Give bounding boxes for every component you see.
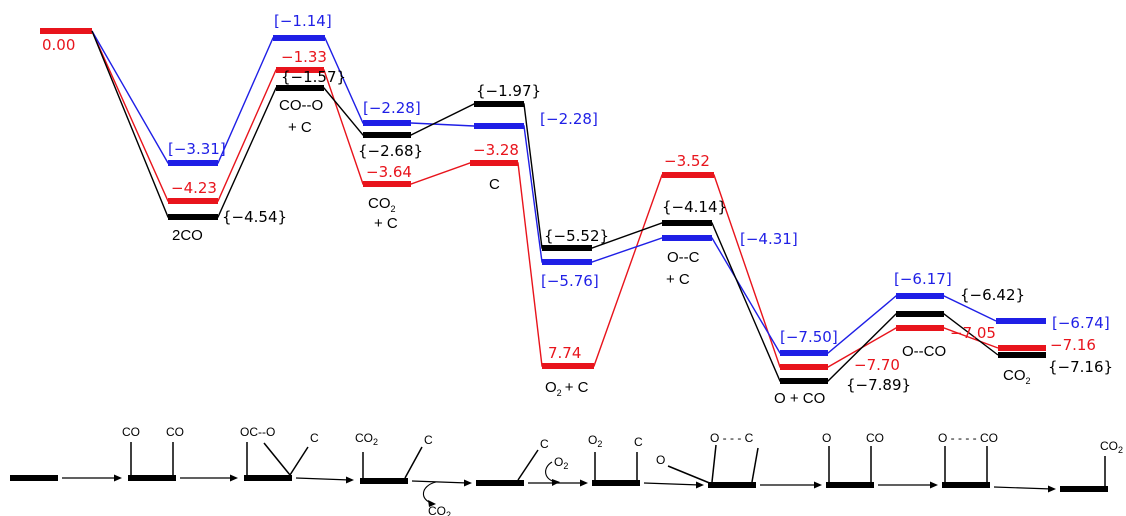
blue-value-label: [−7.50]: [780, 328, 838, 346]
black-value-label: {−1.57}: [281, 68, 346, 86]
species-o-co: O--CO: [902, 343, 946, 360]
black-value-label: {−6.42}: [960, 286, 1025, 304]
red-value-label: −7.16: [1050, 336, 1096, 354]
connectors: [91, 30, 999, 382]
black-value-label: {−4.14}: [662, 198, 727, 216]
scheme-c: C: [634, 435, 643, 449]
red-value-label: −3.52: [664, 152, 710, 170]
black-value-label: {−7.16}: [1048, 358, 1113, 376]
blue-value-label-fragment: [: [540, 110, 546, 128]
species-co-o: CO--O: [279, 97, 323, 114]
level-co2-blue: [996, 318, 1046, 324]
connector-black: [91, 30, 999, 382]
blue-value-label: [−6.74]: [1052, 314, 1110, 332]
species-o2-c: O2 + C: [545, 379, 589, 398]
blue-value-label: [−3.31]: [168, 140, 226, 158]
scheme-labels: CO CO OC--O C CO2 C CO2 C O2 O2 C O O - …: [122, 425, 1123, 516]
scheme-surface: [244, 475, 292, 481]
scheme-c: C: [424, 433, 433, 447]
scheme-surface: [826, 482, 874, 488]
black-value-label: {−4.54}: [222, 208, 287, 226]
scheme-surface: [10, 475, 58, 481]
blue-value-label: [−2.28]: [363, 99, 421, 117]
blue-value-label: [−4.31]: [740, 230, 798, 248]
species-plus-c: + C: [288, 119, 312, 136]
scheme-surface: [128, 475, 176, 481]
scheme-o2: O2: [588, 433, 602, 449]
blue-value-label: −2.28]: [546, 110, 598, 128]
connector-blue: [91, 30, 997, 354]
black-value-label: {−5.52}: [544, 227, 609, 245]
scheme-surface: [942, 482, 990, 488]
reaction-scheme: [10, 442, 1108, 507]
red-value-label: −7.05: [950, 324, 996, 342]
scheme-co: CO: [866, 431, 884, 445]
black-value-labels: {−4.54} {−1.57} {−2.68} {−1.97} {−5.52} …: [222, 68, 1113, 394]
black-value-label: {−2.68}: [358, 142, 423, 160]
scheme-surface: [708, 482, 756, 488]
red-value-label: 0.00: [42, 36, 75, 54]
scheme-c: C: [540, 437, 549, 451]
blue-value-label: [−1.14]: [274, 12, 332, 30]
red-value-label: −3.64: [366, 163, 412, 181]
blue-value-label: [−5.76]: [541, 272, 599, 290]
scheme-surface: [592, 480, 640, 486]
scheme-surface: [360, 478, 408, 484]
species-co2-final: CO2: [1003, 367, 1031, 386]
scheme-oc-o: OC--O: [240, 425, 275, 439]
energy-levels: [40, 28, 1046, 384]
scheme-o-dashes-co: O - - - - CO: [938, 431, 998, 445]
level-co2-black: [998, 352, 1046, 358]
scheme-bonds: [130, 442, 1106, 486]
red-value-label: −3.28: [473, 141, 519, 159]
species-plus-c: + C: [374, 215, 398, 232]
scheme-o: O: [822, 431, 831, 445]
species-labels: 2CO CO--O + C CO2 + C C O2 + C O--C + C O…: [172, 97, 1031, 407]
scheme-co: CO: [166, 425, 184, 439]
black-value-label: {−1.97}: [476, 82, 541, 100]
scheme-co2: CO2: [428, 504, 451, 516]
blue-value-labels: [−3.31] [−1.14] [−2.28] [ −2.28] [−5.76]…: [168, 12, 1110, 346]
scheme-surface: [476, 480, 524, 486]
species-o-c: O--C: [667, 249, 700, 266]
scheme-co2: CO2: [355, 431, 378, 447]
species-co2: CO2: [368, 195, 396, 214]
scheme-c: C: [310, 431, 319, 445]
species-o-plus-co: O + CO: [774, 390, 825, 407]
species-c: C: [489, 176, 500, 193]
scheme-o-dashes-c: O - - - C: [710, 431, 754, 445]
red-value-label: −7.70: [854, 356, 900, 374]
species-plus-c: + C: [666, 271, 690, 288]
red-value-label: −4.23: [171, 179, 217, 197]
scheme-arrows: [62, 474, 1056, 493]
black-value-label: {−7.89}: [846, 376, 911, 394]
red-value-label: 7.74: [548, 344, 581, 362]
red-value-label: −1.33: [281, 48, 327, 66]
blue-value-label: [−6.17]: [894, 270, 952, 288]
scheme-curved-arrows: [422, 461, 560, 507]
scheme-co: CO: [122, 425, 140, 439]
species-2co: 2CO: [172, 227, 203, 244]
red-value-labels: 0.00 −4.23 −1.33 −3.64 −3.28 7.74 −3.52 …: [42, 36, 1096, 374]
level-co2-red: [998, 345, 1046, 351]
scheme-o2: O2: [554, 455, 568, 471]
level-start-red: [40, 28, 92, 34]
scheme-co2: CO2: [1100, 439, 1123, 455]
connector-red: [91, 30, 999, 368]
scheme-surface: [1060, 486, 1108, 492]
scheme-o: O: [656, 453, 665, 467]
